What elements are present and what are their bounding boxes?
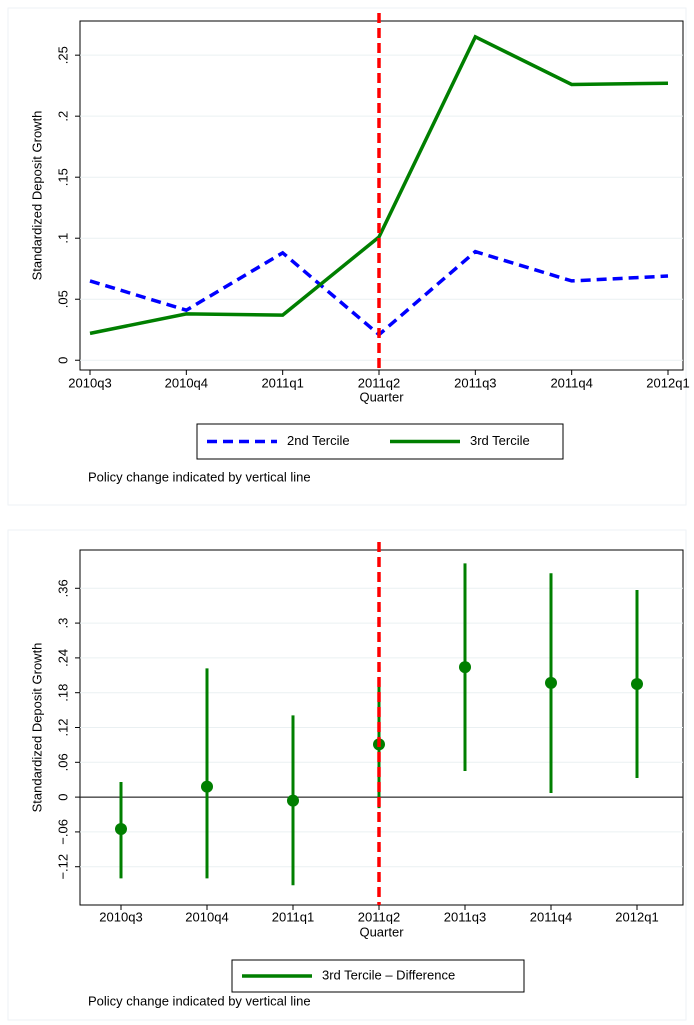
y-tick-label: −.12	[55, 854, 70, 880]
y-axis-title: Standardized Deposit Growth	[29, 111, 44, 281]
x-tick-label: 2011q1	[261, 375, 303, 390]
x-tick-label: 2011q3	[454, 375, 496, 390]
y-tick-label: 0	[55, 793, 70, 800]
x-tick-label: 2011q2	[358, 375, 400, 390]
y-tick-label: −.06	[55, 819, 70, 845]
x-tick-label: 2011q4	[550, 375, 592, 390]
point	[459, 661, 471, 674]
chart: 0 .05 .1 .15 .2 .25 2010q3 2010q4 2011q1 2011q2 20…	[7, 7, 690, 506]
chart: −.12 −.06 0 .06 .12 .18 .24 .3 .36 2010q3 2010q4 20…	[7, 529, 687, 1021]
x-tick-label: 2011q1	[272, 909, 314, 924]
x-tick-label: 2010q4	[185, 909, 228, 924]
point	[201, 780, 213, 793]
x-tick-label: 2010q4	[165, 375, 208, 390]
y-tick-label: .24	[55, 649, 70, 667]
x-tick-label: 2012q1	[615, 909, 658, 924]
y-tick-label: .05	[55, 290, 70, 308]
y-tick-label: .1	[55, 233, 70, 244]
y-tick-label: .12	[55, 718, 70, 736]
point	[631, 677, 643, 690]
y-tick-label: 0	[55, 357, 70, 364]
legend-label: 2nd Tercile	[287, 433, 350, 448]
x-tick-label: 2011q2	[358, 909, 400, 924]
y-tick-label: .3	[55, 618, 70, 629]
x-tick-label: 2010q3	[68, 375, 111, 390]
note: Policy change indicated by vertical line	[88, 469, 311, 484]
y-tick-label: .2	[55, 111, 70, 122]
x-tick-label: 2010q3	[99, 909, 142, 924]
x-tick-label: 2012q1	[646, 375, 689, 390]
x-axis-title: Quarter	[359, 389, 404, 404]
x-tick-label: 2011q3	[444, 909, 486, 924]
legend-label: 3rd Tercile	[470, 433, 530, 448]
point	[545, 676, 557, 689]
y-tick-label: .15	[55, 168, 70, 186]
legend-label: 3rd Tercile – Difference	[322, 967, 455, 982]
x-axis-title: Quarter	[359, 924, 404, 939]
note: Policy change indicated by vertical line	[88, 993, 311, 1008]
y-tick-label: .25	[55, 46, 70, 64]
plot-area	[79, 20, 684, 371]
x-tick-label: 2011q4	[530, 909, 572, 924]
point	[115, 823, 127, 836]
legend-box	[231, 959, 525, 993]
point	[287, 794, 299, 807]
y-axis-title: Standardized Deposit Growth	[29, 643, 44, 813]
y-tick-label: .36	[55, 579, 70, 597]
y-tick-label: .06	[55, 753, 70, 771]
line	[89, 34, 669, 336]
y-tick-label: .18	[55, 684, 70, 702]
